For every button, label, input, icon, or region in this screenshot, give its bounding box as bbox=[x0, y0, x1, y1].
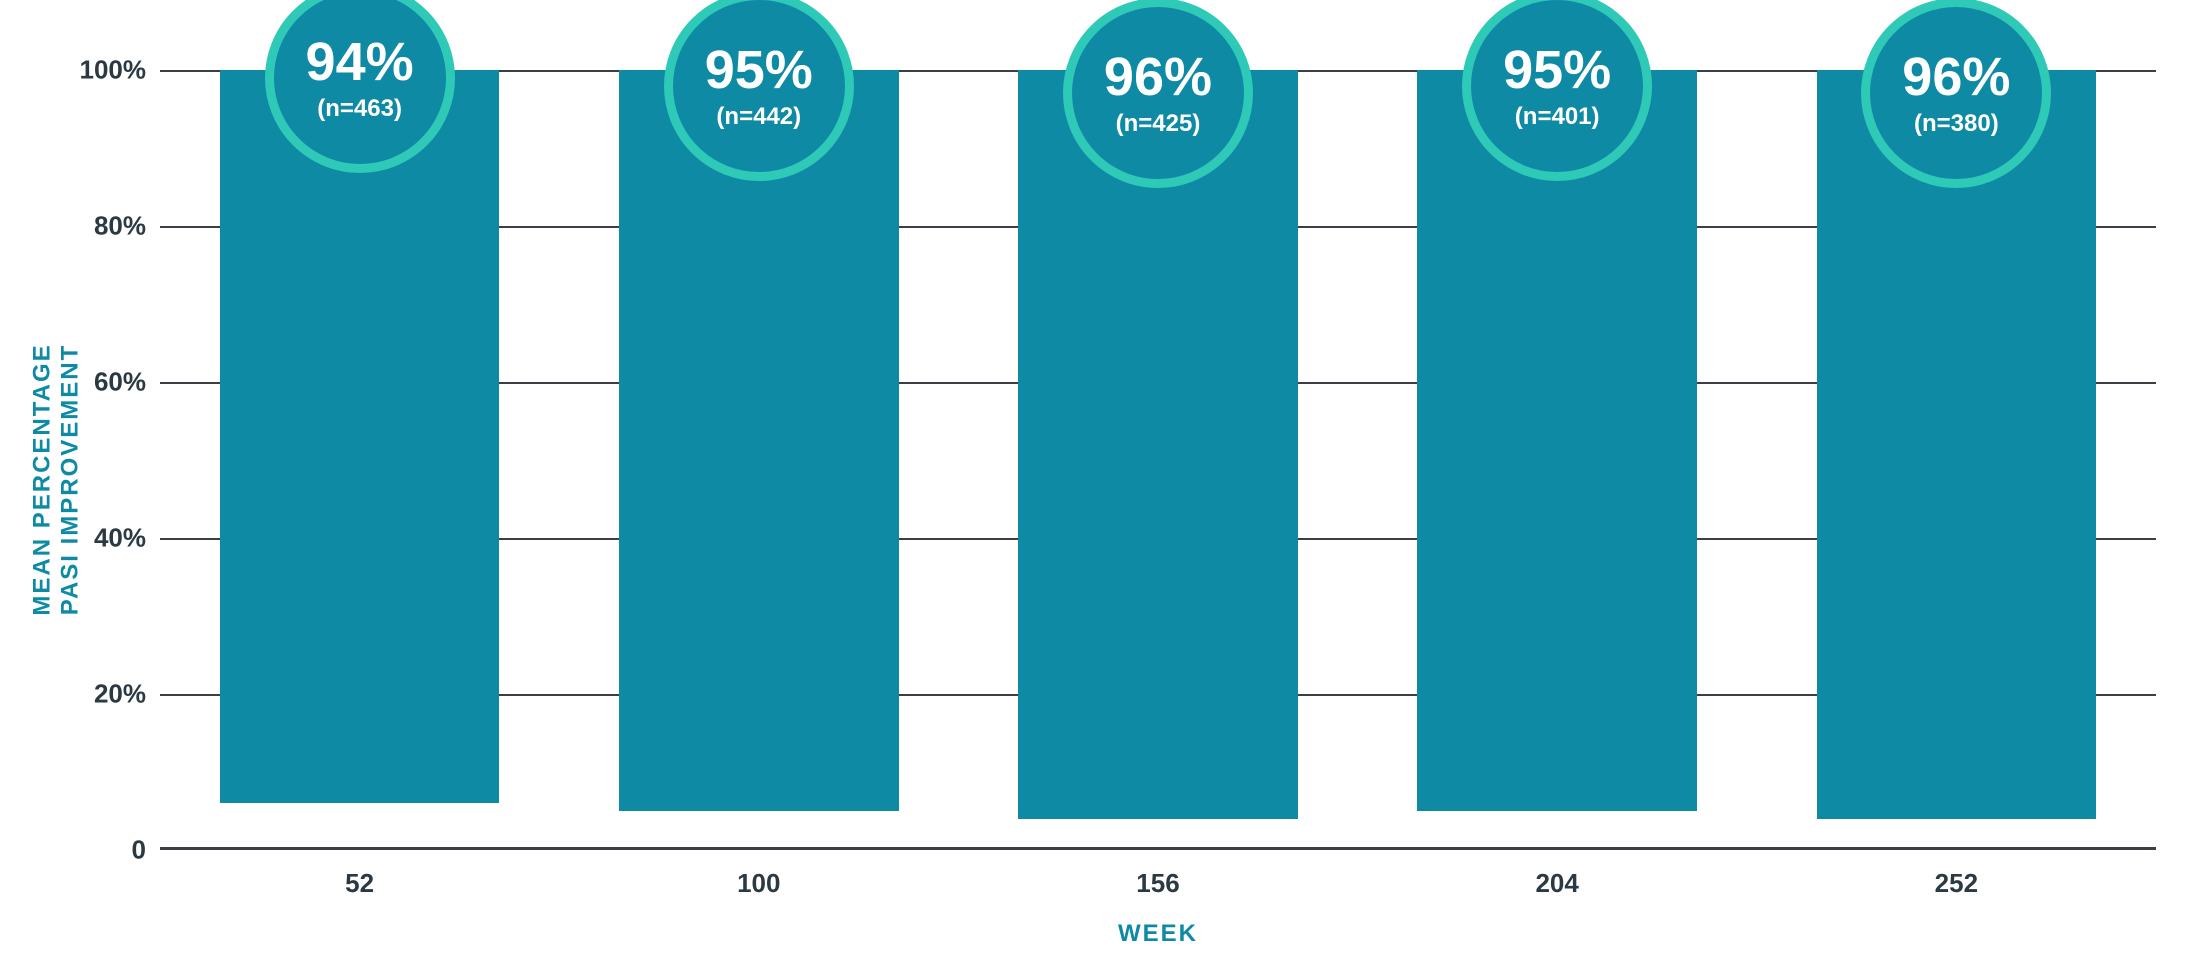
y-axis-title-line2: PASI IMPROVEMENT bbox=[56, 344, 83, 616]
y-tick-label: 20% bbox=[94, 679, 160, 710]
bar-slot: 96%(n=425)156 bbox=[958, 70, 1357, 850]
bubble-percent: 96% bbox=[1902, 50, 2010, 104]
x-tick-label: 52 bbox=[345, 850, 374, 899]
value-bubble: 95% (n=442) bbox=[664, 0, 854, 181]
bars-container: 94%(n=463)5295%(n=442)10096%(n=425)15695… bbox=[160, 70, 2156, 850]
y-tick-label: 100% bbox=[80, 55, 161, 86]
bubble-n: (n=463) bbox=[317, 97, 402, 121]
bubble-percent: 96% bbox=[1104, 50, 1212, 104]
bubble-percent: 94% bbox=[306, 35, 414, 89]
bubble-percent: 95% bbox=[705, 43, 813, 97]
y-axis-title: MEAN PERCENTAGE PASI IMPROVEMENT bbox=[29, 343, 84, 615]
x-axis-title: WEEK bbox=[1118, 920, 1198, 948]
value-bubble: 96% (n=380) bbox=[1861, 0, 2051, 188]
y-axis-title-line1: MEAN PERCENTAGE bbox=[29, 343, 56, 615]
bar: 95%(n=401) bbox=[1417, 70, 1696, 811]
y-tick-label: 40% bbox=[94, 523, 160, 554]
bubble-n: (n=401) bbox=[1515, 105, 1600, 129]
bar: 95%(n=442) bbox=[619, 70, 898, 811]
bubble-n: (n=425) bbox=[1116, 112, 1201, 136]
y-tick-label: 0 bbox=[132, 835, 160, 866]
value-bubble: 95% (n=401) bbox=[1462, 0, 1652, 181]
plot-area: 020%40%60%80%100% 94%(n=463)5295%(n=442)… bbox=[160, 70, 2156, 850]
bubble-n: (n=380) bbox=[1914, 112, 1999, 136]
pasi-improvement-chart: MEAN PERCENTAGE PASI IMPROVEMENT 020%40%… bbox=[0, 0, 2196, 970]
bar-slot: 96%(n=380)252 bbox=[1757, 70, 2156, 850]
y-tick-label: 80% bbox=[94, 211, 160, 242]
y-tick-label: 60% bbox=[94, 367, 160, 398]
bubble-percent: 95% bbox=[1503, 43, 1611, 97]
bar: 94%(n=463) bbox=[220, 70, 499, 803]
x-tick-label: 252 bbox=[1935, 850, 1978, 899]
bar-slot: 94%(n=463)52 bbox=[160, 70, 559, 850]
bar-slot: 95%(n=401)204 bbox=[1358, 70, 1757, 850]
value-bubble: 94% (n=463) bbox=[265, 0, 455, 173]
x-tick-label: 100 bbox=[737, 850, 780, 899]
bar: 96%(n=380) bbox=[1817, 70, 2096, 819]
x-tick-label: 156 bbox=[1136, 850, 1179, 899]
bar-slot: 95%(n=442)100 bbox=[559, 70, 958, 850]
value-bubble: 96% (n=425) bbox=[1063, 0, 1253, 188]
bar: 96%(n=425) bbox=[1018, 70, 1297, 819]
bubble-n: (n=442) bbox=[716, 105, 801, 129]
x-tick-label: 204 bbox=[1535, 850, 1578, 899]
